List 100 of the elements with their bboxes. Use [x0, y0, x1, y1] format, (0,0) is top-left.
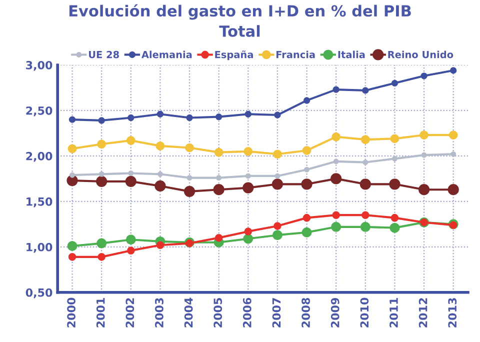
chart-title: Evolución del gasto en I+D en % del PIB	[69, 4, 411, 20]
point	[126, 246, 135, 254]
point	[97, 140, 106, 149]
point	[214, 234, 223, 242]
point	[360, 135, 370, 144]
point	[96, 176, 108, 187]
point	[98, 253, 106, 261]
point	[362, 211, 370, 219]
point	[301, 178, 312, 190]
x-tick-label: 2006	[242, 298, 252, 328]
point	[98, 117, 105, 124]
point	[302, 227, 312, 238]
x-tick-label: 2002	[126, 298, 134, 328]
point	[128, 114, 134, 122]
point	[332, 211, 340, 219]
x-tick-label: 2007	[272, 298, 281, 328]
point	[332, 132, 341, 142]
point	[213, 184, 224, 196]
x-tick-label: 2008	[302, 298, 310, 328]
x-tick-label: 2009	[330, 298, 340, 328]
point	[244, 146, 253, 156]
y-tick-label: 2,50	[26, 106, 52, 116]
point	[302, 146, 312, 155]
x-tick-label: 2005	[214, 298, 222, 328]
legend-label: UE 28	[89, 50, 119, 58]
point	[421, 152, 427, 158]
point	[390, 134, 400, 144]
x-tick-label: 2011	[390, 298, 398, 328]
legend-label: Reino Unido	[388, 50, 454, 58]
point	[214, 148, 224, 157]
x-tick-label: 2012	[418, 298, 428, 328]
point	[392, 156, 398, 162]
point	[274, 112, 281, 118]
point	[216, 175, 222, 181]
point	[186, 114, 193, 122]
point	[156, 110, 164, 118]
point	[185, 143, 194, 152]
point	[420, 72, 428, 80]
point	[157, 171, 163, 177]
point	[360, 222, 370, 232]
point	[331, 222, 342, 232]
y-tick-label: 0,50	[26, 288, 52, 298]
point	[448, 184, 459, 196]
y-tick-label: 2,00	[26, 152, 52, 162]
x-tick-label: 2003	[155, 298, 164, 328]
point	[450, 67, 457, 74]
point	[68, 144, 77, 154]
point	[244, 110, 252, 118]
legend-label: España	[215, 50, 253, 60]
point	[389, 178, 400, 190]
point	[242, 182, 254, 194]
point	[330, 173, 342, 184]
point	[448, 130, 458, 140]
point	[450, 151, 456, 157]
legend-label: Alemania	[141, 50, 192, 58]
y-tick-label: 1,50	[26, 197, 52, 208]
point	[333, 158, 339, 164]
point	[274, 222, 282, 230]
point	[391, 80, 398, 87]
point	[245, 173, 251, 179]
point	[126, 136, 136, 145]
point	[362, 160, 368, 166]
legend-label: Italia	[338, 50, 365, 58]
point	[362, 87, 369, 94]
point	[273, 150, 282, 159]
point	[67, 241, 78, 252]
point	[274, 173, 280, 179]
point	[418, 184, 430, 196]
point	[332, 86, 340, 93]
legend-label: Francia	[276, 50, 315, 58]
x-tick-label: 2004	[184, 298, 193, 328]
point	[272, 178, 284, 190]
point	[156, 142, 165, 150]
point	[304, 166, 310, 172]
point	[154, 180, 166, 192]
x-tick-label: 2013	[448, 298, 457, 328]
point	[96, 238, 107, 248]
point	[420, 130, 428, 140]
y-tick-label: 1,00	[26, 242, 52, 253]
point	[390, 222, 400, 233]
point	[128, 170, 134, 176]
point	[126, 234, 136, 245]
point	[68, 116, 76, 123]
point	[303, 97, 310, 104]
point	[125, 176, 136, 187]
point	[215, 114, 222, 120]
point	[69, 172, 76, 178]
x-tick-label: 2010	[360, 298, 369, 328]
point	[184, 186, 196, 197]
point	[98, 171, 104, 177]
point	[272, 230, 282, 240]
point	[68, 253, 76, 261]
point	[243, 234, 254, 244]
y-tick-label: 3,00	[26, 60, 52, 71]
point	[244, 228, 252, 236]
x-tick-label: 2000	[67, 298, 76, 328]
point	[302, 214, 311, 222]
point	[360, 178, 371, 190]
point	[390, 214, 399, 222]
point	[156, 241, 164, 249]
